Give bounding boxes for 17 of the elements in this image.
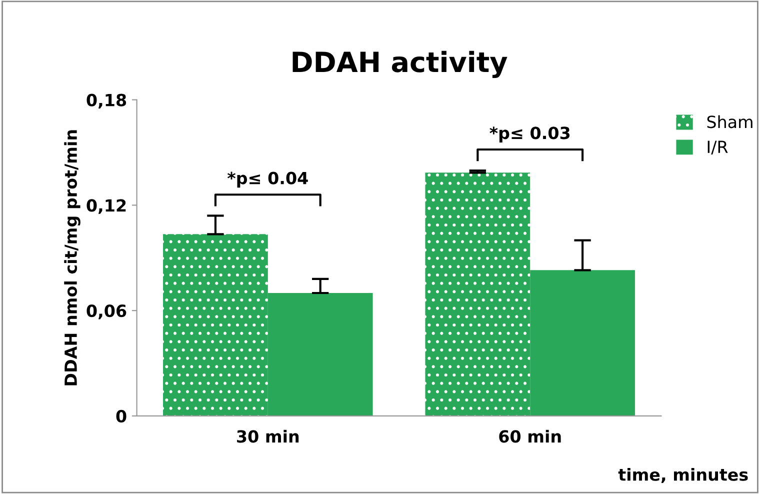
x-tick-label: 60 min: [499, 430, 561, 443]
bar: [425, 172, 530, 416]
chart-title: DDAH activity: [292, 50, 508, 78]
y-tick-label: 0: [116, 410, 126, 423]
annotation: *p≤ 0.04: [227, 172, 308, 188]
y-tick-label: 0,18: [86, 94, 126, 108]
y-tick-label: 0,06: [86, 304, 126, 320]
x-tick-label: 30 min: [237, 430, 299, 443]
y-tick-label: 0,12: [86, 199, 126, 214]
y-axis-title: DDAH nmol cit/mg prot/min: [64, 130, 80, 386]
bar: [163, 234, 268, 416]
bar: [268, 292, 373, 416]
legend-label: I/R: [708, 140, 728, 154]
x-axis-title: time, minutes: [618, 468, 748, 484]
legend-label: Sham: [707, 115, 752, 128]
annotation: *p≤ 0.03: [490, 126, 570, 142]
bar: [530, 270, 635, 416]
